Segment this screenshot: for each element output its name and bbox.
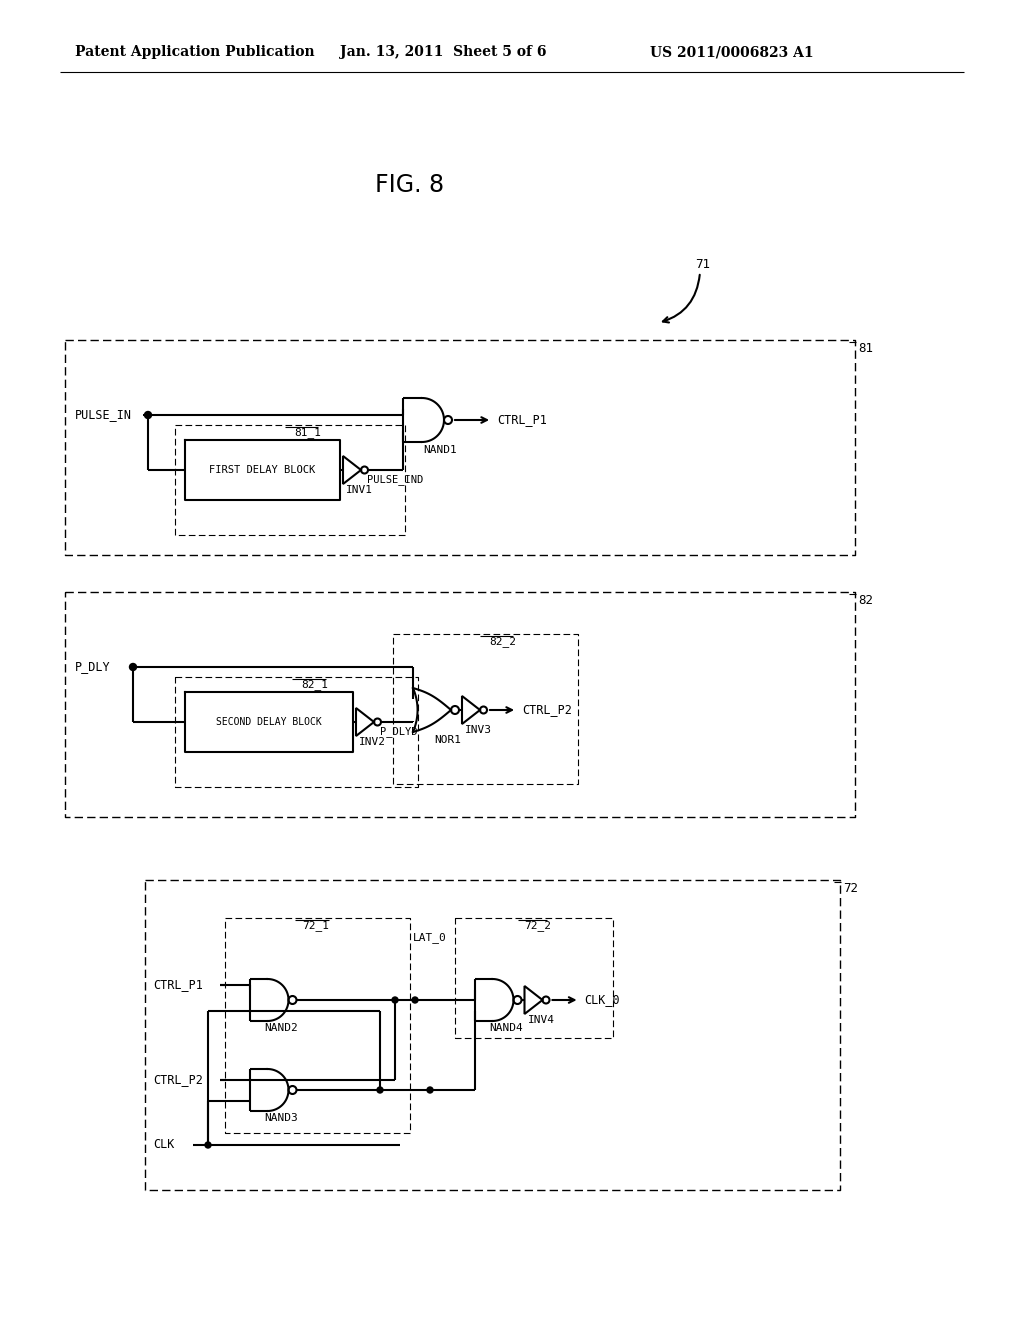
- Text: FIG. 8: FIG. 8: [376, 173, 444, 197]
- Text: LAT_0: LAT_0: [413, 932, 446, 944]
- Circle shape: [412, 997, 418, 1003]
- Text: NAND3: NAND3: [264, 1113, 298, 1123]
- Text: NAND4: NAND4: [489, 1023, 523, 1034]
- Text: US 2011/0006823 A1: US 2011/0006823 A1: [650, 45, 814, 59]
- Text: P_DLYD: P_DLYD: [380, 726, 418, 738]
- Text: INV3: INV3: [465, 725, 492, 735]
- Text: 72_1: 72_1: [303, 920, 330, 932]
- Text: 82: 82: [858, 594, 873, 606]
- Text: 81: 81: [858, 342, 873, 355]
- Circle shape: [377, 1086, 383, 1093]
- Text: 82_1: 82_1: [301, 680, 329, 690]
- Text: Jan. 13, 2011  Sheet 5 of 6: Jan. 13, 2011 Sheet 5 of 6: [340, 45, 547, 59]
- Text: FIRST DELAY BLOCK: FIRST DELAY BLOCK: [209, 465, 315, 475]
- Text: CTRL_P2: CTRL_P2: [522, 704, 571, 717]
- Text: Patent Application Publication: Patent Application Publication: [75, 45, 314, 59]
- Text: CTRL_P2: CTRL_P2: [153, 1073, 203, 1086]
- Text: CTRL_P1: CTRL_P1: [153, 978, 203, 991]
- Text: CTRL_P1: CTRL_P1: [497, 413, 547, 426]
- Text: 72_2: 72_2: [524, 920, 552, 932]
- Text: INV1: INV1: [346, 484, 373, 495]
- Text: PULSE_IN: PULSE_IN: [75, 408, 132, 421]
- Text: CLK_0: CLK_0: [585, 994, 621, 1006]
- Text: 72: 72: [843, 882, 858, 895]
- Text: 81_1: 81_1: [295, 428, 322, 438]
- Circle shape: [392, 997, 398, 1003]
- Circle shape: [144, 412, 152, 418]
- Circle shape: [427, 1086, 433, 1093]
- Text: 82_2: 82_2: [489, 636, 516, 647]
- Text: P_DLY: P_DLY: [75, 660, 111, 673]
- Text: INV2: INV2: [359, 737, 386, 747]
- Circle shape: [205, 1142, 211, 1148]
- Text: INV4: INV4: [527, 1015, 555, 1026]
- Text: SECOND DELAY BLOCK: SECOND DELAY BLOCK: [216, 717, 322, 727]
- Text: PULSE_IND: PULSE_IND: [367, 475, 423, 486]
- Text: CLK: CLK: [153, 1138, 174, 1151]
- Text: NOR1: NOR1: [435, 735, 462, 744]
- Text: NAND1: NAND1: [423, 445, 457, 455]
- Text: NAND2: NAND2: [264, 1023, 298, 1034]
- Text: 71: 71: [695, 259, 710, 272]
- Circle shape: [129, 664, 136, 671]
